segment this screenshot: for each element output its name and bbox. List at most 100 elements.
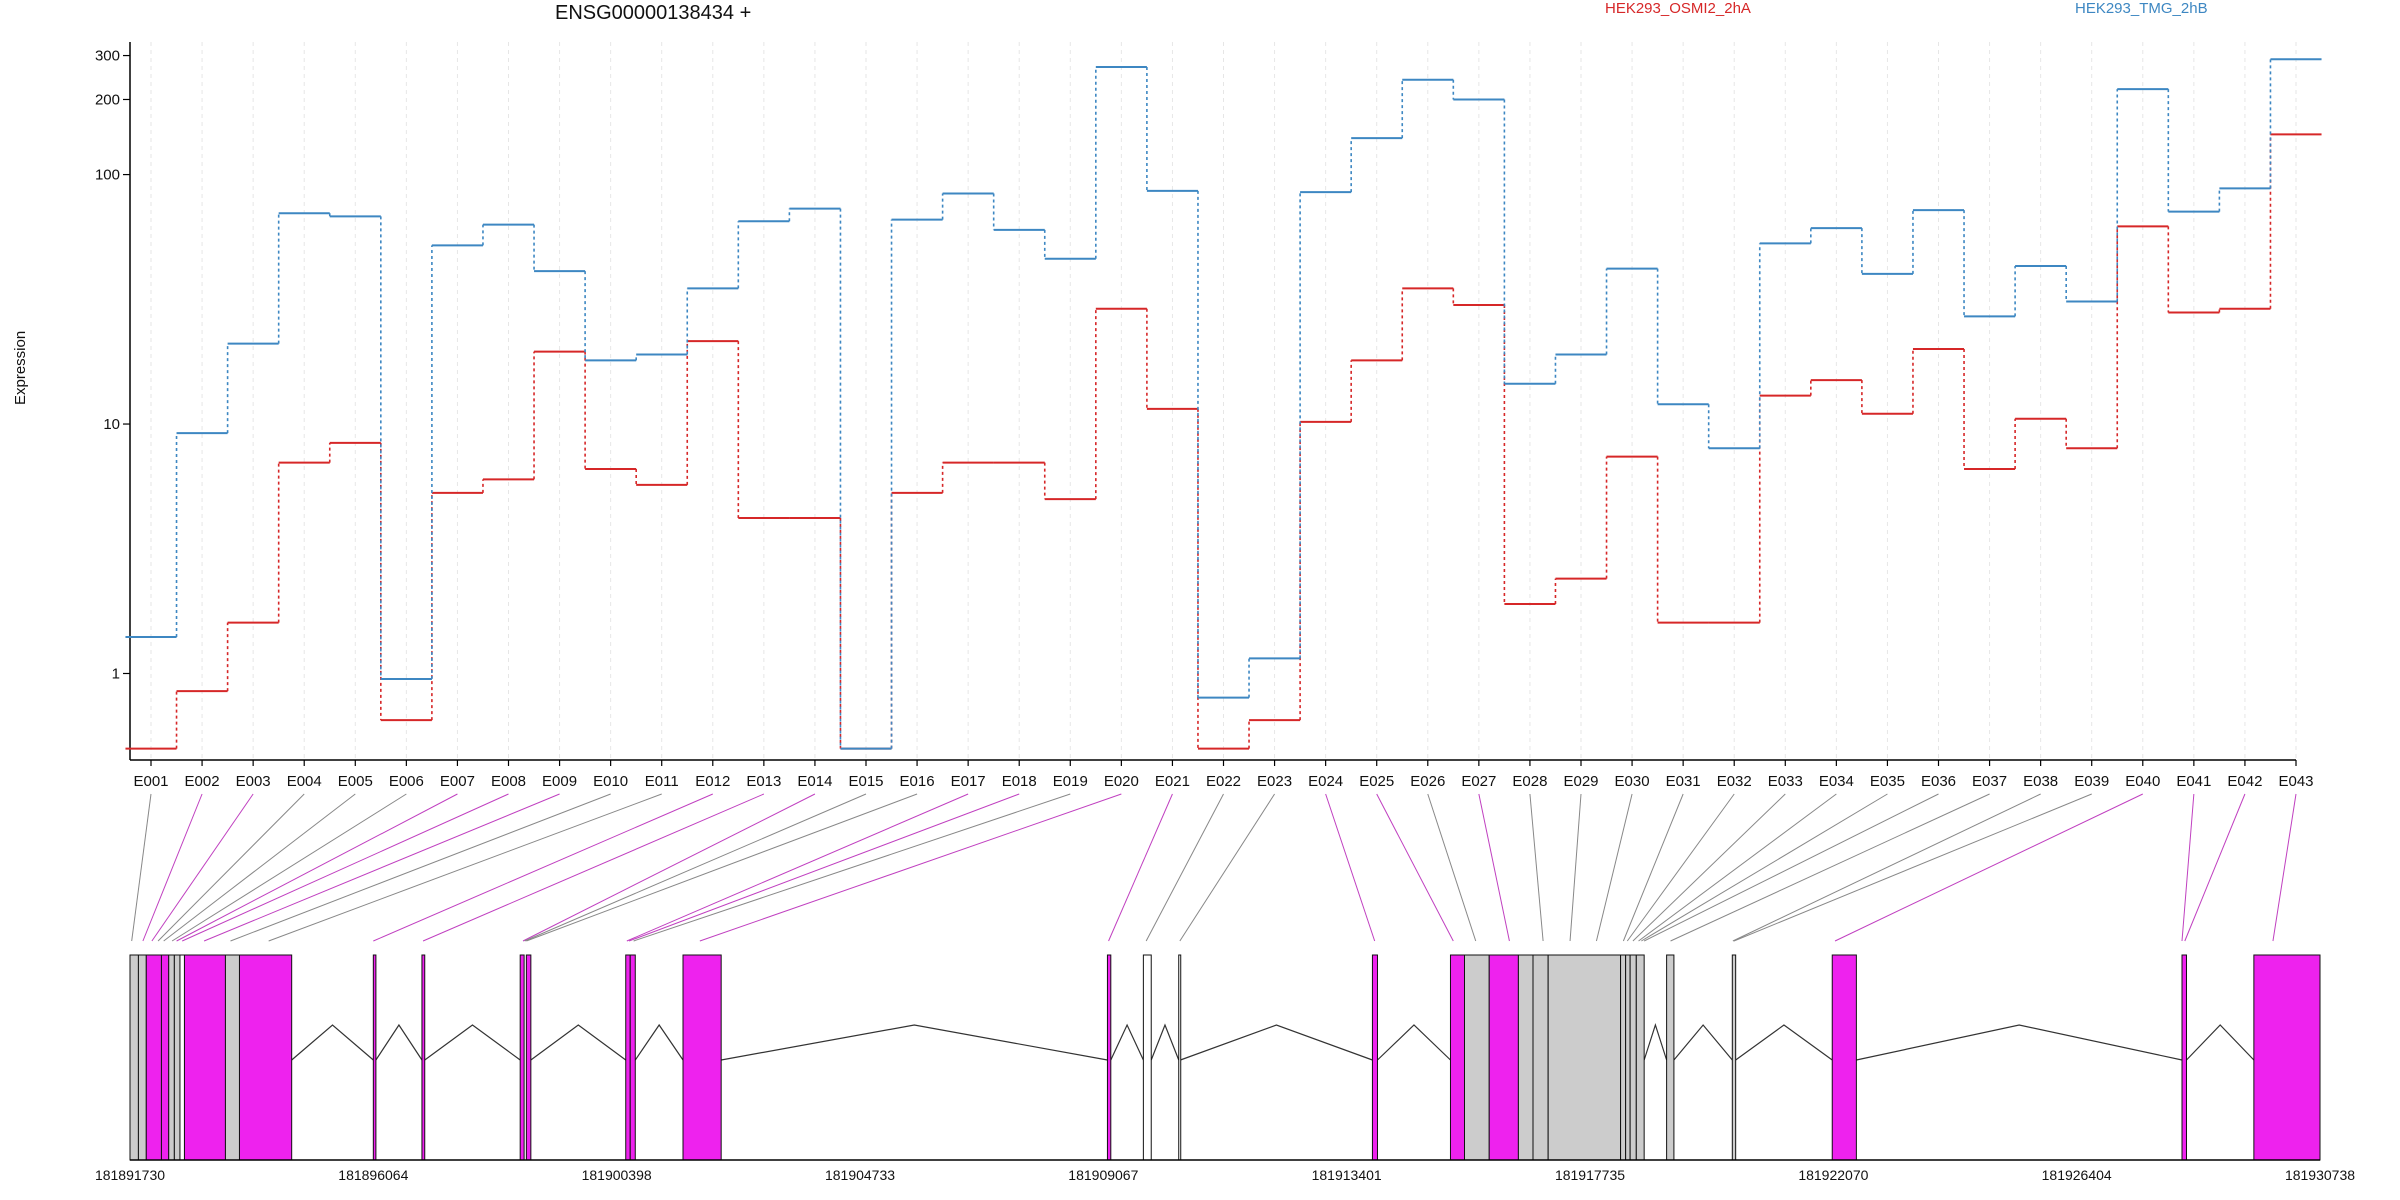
connector-E025: [1376, 793, 1454, 942]
intron-31: [1643, 1023, 1668, 1061]
x-tick-label-E003: E003: [236, 773, 271, 790]
x-tick-label-E036: E036: [1921, 773, 1956, 790]
genome-tick-label-181913401: 181913401: [1312, 1167, 1382, 1183]
connector-E011: [268, 793, 662, 942]
connector-E043: [2272, 793, 2297, 942]
x-tick-label-E024: E024: [1308, 773, 1343, 790]
connector-E022: [1145, 793, 1224, 942]
y-tick-label-100: 100: [95, 167, 120, 184]
intron-35: [2186, 1024, 2255, 1061]
exon-block-18: [1106, 954, 1112, 1161]
connector-E021: [1108, 793, 1173, 942]
x-tick-label-E032: E032: [1717, 773, 1752, 790]
connector-E026: [1427, 793, 1477, 942]
x-tick-label-E040: E040: [2125, 773, 2160, 790]
x-tick-label-E013: E013: [746, 773, 781, 790]
connector-E001: [131, 793, 152, 942]
y-tick-label-10: 10: [103, 416, 120, 433]
intron-16: [634, 1023, 684, 1061]
x-tick-label-E030: E030: [1615, 773, 1650, 790]
intron-10: [291, 1024, 374, 1061]
x-tick-label-E009: E009: [542, 773, 577, 790]
connector-E024: [1325, 793, 1376, 942]
connector-E006: [171, 793, 407, 942]
intron-33: [1735, 1024, 1833, 1061]
y-tick-label-300: 300: [95, 48, 120, 65]
exon-block-26: [1532, 954, 1549, 1161]
exon-block-15: [625, 954, 631, 1161]
x-tick-label-E039: E039: [2074, 773, 2109, 790]
connector-E008: [182, 793, 509, 942]
exon-block-14: [525, 954, 532, 1161]
chart-title: ENSG00000138434 +: [555, 2, 752, 24]
x-tick-label-E012: E012: [695, 773, 730, 790]
exon-block-33: [1731, 954, 1737, 1161]
genome-tick-label-181900398: 181900398: [582, 1167, 652, 1183]
connector-E009: [203, 793, 560, 942]
x-tick-label-E028: E028: [1512, 773, 1547, 790]
connector-E042: [2184, 793, 2246, 942]
legend-entry-tmg: HEK293_TMG_2hB: [2075, 0, 2208, 17]
exon-block-5: [168, 954, 175, 1161]
x-tick-label-E037: E037: [1972, 773, 2007, 790]
intron-20: [1180, 1024, 1373, 1061]
connector-E014: [522, 793, 816, 942]
exon-block-17: [682, 954, 722, 1161]
x-tick-label-E017: E017: [951, 773, 986, 790]
connector-E002: [142, 793, 203, 942]
connector-E033: [1632, 793, 1786, 942]
x-tick-label-E016: E016: [900, 773, 935, 790]
x-tick-label-E006: E006: [389, 773, 424, 790]
exon-block-19: [1142, 954, 1152, 1161]
intron-32: [1673, 1024, 1733, 1061]
intron-11: [375, 1023, 423, 1061]
connector-E003: [151, 793, 254, 942]
exon-block-22: [1449, 954, 1466, 1161]
connector-E030: [1595, 793, 1633, 942]
y-tick-label-1: 1: [112, 665, 120, 682]
connector-E029: [1569, 793, 1582, 942]
x-tick-label-E033: E033: [1768, 773, 1803, 790]
x-tick-label-E011: E011: [645, 773, 679, 790]
intron-21: [1377, 1024, 1451, 1061]
x-tick-label-E008: E008: [491, 773, 526, 790]
x-tick-label-E027: E027: [1461, 773, 1496, 790]
exon-block-9: [224, 954, 240, 1161]
genome-tick-label-181891730: 181891730: [95, 1167, 165, 1183]
connector-E017: [626, 793, 969, 942]
connector-E012: [373, 793, 713, 942]
x-tick-label-E043: E043: [2278, 773, 2313, 790]
connector-E004: [157, 793, 305, 942]
exon-block-10: [238, 954, 293, 1161]
genome-tick-label-181926404: 181926404: [2042, 1167, 2112, 1183]
exon-block-20: [1178, 954, 1182, 1161]
connector-E013: [422, 793, 765, 942]
connector-E019: [633, 793, 1071, 942]
connector-E028: [1529, 793, 1544, 942]
x-tick-label-E034: E034: [1819, 773, 1854, 790]
exon-block-7: [179, 954, 185, 1161]
x-tick-label-E035: E035: [1870, 773, 1905, 790]
exon-block-8: [183, 954, 226, 1161]
genome-tick-label-181904733: 181904733: [825, 1167, 895, 1183]
x-tick-label-E004: E004: [287, 773, 322, 790]
exon-block-30: [1629, 954, 1637, 1161]
x-tick-label-E029: E029: [1563, 773, 1598, 790]
connector-E036: [1643, 793, 1939, 942]
exon-block-11: [372, 954, 377, 1161]
exon-block-25: [1517, 954, 1534, 1161]
x-tick-label-E010: E010: [593, 773, 628, 790]
exon-block-16: [629, 954, 636, 1161]
connector-E010: [230, 793, 611, 942]
x-tick-label-E007: E007: [440, 773, 475, 790]
connector-E032: [1626, 793, 1735, 942]
connector-E037: [1670, 793, 1990, 942]
x-tick-label-E014: E014: [797, 773, 832, 790]
x-tick-label-E025: E025: [1359, 773, 1394, 790]
x-tick-label-E021: E021: [1155, 773, 1190, 790]
genome-tick-label-181922070: 181922070: [1798, 1167, 1868, 1183]
exon-block-3: [145, 954, 162, 1161]
x-tick-label-E041: E041: [2176, 773, 2211, 790]
